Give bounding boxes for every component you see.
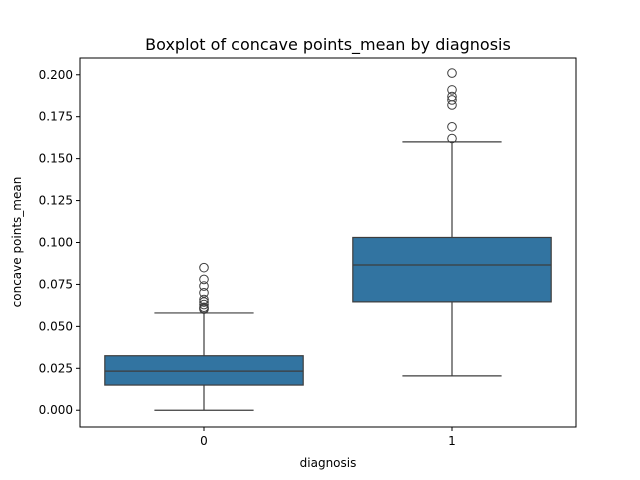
box-iqr	[104, 355, 304, 386]
outlier-point	[199, 288, 209, 298]
y-tick-label-8: 0.200	[39, 68, 73, 82]
y-axis-label: concave points_mean	[10, 177, 24, 308]
box-iqr	[352, 236, 552, 303]
y-tick-label-0: 0.000	[39, 403, 73, 417]
y-tick-label-5: 0.125	[39, 194, 73, 208]
plot-area	[104, 68, 552, 411]
chart-title: Boxplot of concave points_mean by diagno…	[145, 35, 511, 55]
outlier-point	[447, 68, 457, 78]
outlier-point	[447, 85, 457, 95]
x-axis-label: diagnosis	[300, 456, 357, 470]
outlier-point	[447, 91, 457, 102]
y-tick-label-2: 0.050	[39, 319, 73, 333]
box-group-1	[352, 68, 552, 377]
outlier-point	[447, 133, 457, 144]
outlier-point	[447, 95, 457, 105]
x-tick-label-1: 1	[448, 434, 456, 448]
y-tick-label-6: 0.150	[39, 152, 73, 166]
y-tick-label-3: 0.075	[39, 277, 73, 291]
outlier-point	[199, 299, 209, 310]
y-tick-label-4: 0.100	[39, 236, 73, 250]
box-group-0	[104, 262, 304, 411]
x-tick-label-0: 0	[200, 434, 208, 448]
outlier-point	[199, 274, 209, 285]
outlier-point	[447, 100, 457, 110]
y-tick-label-1: 0.025	[39, 361, 73, 375]
y-axis: 0.000 0.025 0.050 0.075 0.100 0.125 0.150 0.175…	[39, 68, 80, 417]
outlier-point	[199, 297, 209, 307]
outlier-point	[199, 262, 209, 273]
y-tick-label-7: 0.175	[39, 110, 73, 124]
outlier-point	[199, 302, 209, 313]
outlier-point	[447, 121, 457, 132]
outlier-point	[199, 281, 209, 291]
outlier-point	[199, 294, 209, 305]
